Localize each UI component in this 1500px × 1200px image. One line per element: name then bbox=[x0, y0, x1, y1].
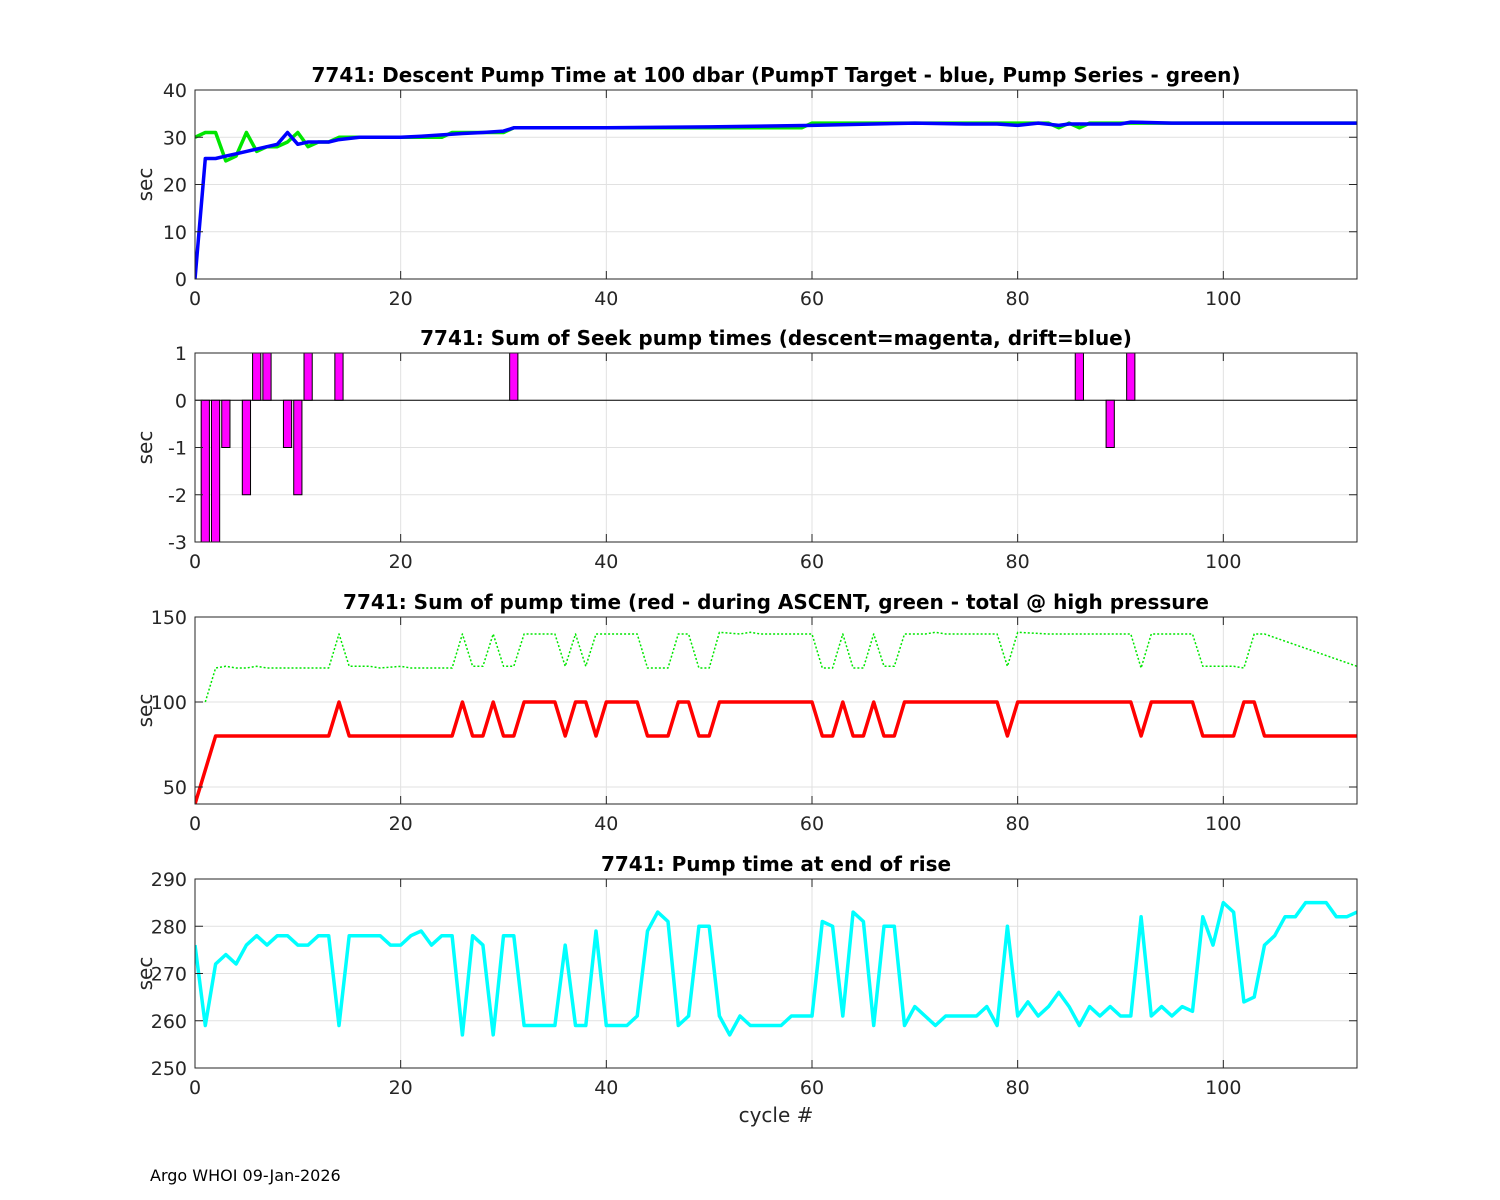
chart-3: 0 20 40 60 80 100 50 100 150 7741: Sum of pump ti… bbox=[133, 590, 1358, 835]
y-tick-label: 20 bbox=[163, 175, 187, 197]
x-tick-label: 60 bbox=[800, 288, 824, 310]
series-group bbox=[195, 631, 1357, 804]
series-line bbox=[195, 700, 1357, 804]
y-tick-label: 150 bbox=[151, 607, 187, 629]
bar bbox=[262, 353, 272, 401]
y-tick-label: 290 bbox=[151, 869, 187, 891]
x-tick-label: 80 bbox=[1006, 1077, 1030, 1099]
bar bbox=[252, 353, 262, 401]
series-group bbox=[195, 900, 1357, 1037]
chart-1: 0 20 40 60 80 100 0 10 20 30 40 7741: Descent Pump … bbox=[133, 63, 1358, 310]
y-tick-label: 270 bbox=[151, 964, 187, 986]
x-tick-label: 100 bbox=[1205, 288, 1241, 310]
axes-frame bbox=[194, 616, 1358, 805]
x-tick-label: 100 bbox=[1205, 551, 1241, 573]
x-tick-label: 20 bbox=[389, 813, 413, 835]
y-tick-label: 0 bbox=[175, 390, 187, 412]
series-group bbox=[195, 120, 1357, 279]
x-tick-label: 60 bbox=[800, 551, 824, 573]
y-tick-label: 30 bbox=[163, 127, 187, 149]
footer-label: Argo WHOI 09-Jan-2026 bbox=[150, 1166, 341, 1185]
bar bbox=[1074, 353, 1084, 401]
y-tick-label: -3 bbox=[168, 532, 187, 554]
y-tick-label: 280 bbox=[151, 916, 187, 938]
bar bbox=[210, 399, 221, 542]
y-tick-label: 1 bbox=[175, 343, 187, 365]
bar bbox=[509, 353, 519, 401]
x-tick-label: 80 bbox=[1006, 288, 1030, 310]
x-tick-label: 20 bbox=[389, 551, 413, 573]
series-line bbox=[195, 120, 1357, 279]
bar bbox=[282, 399, 293, 448]
bar bbox=[200, 399, 210, 542]
x-tick-label: 20 bbox=[389, 288, 413, 310]
x-axis-label: cycle # bbox=[739, 1103, 814, 1127]
series-line bbox=[195, 900, 1357, 1037]
bar bbox=[293, 399, 303, 496]
y-tick-label: 100 bbox=[151, 692, 187, 714]
series-group bbox=[195, 353, 1357, 542]
plot-area bbox=[195, 617, 1357, 804]
bar bbox=[1105, 399, 1115, 448]
y-tick-label: 40 bbox=[163, 80, 187, 102]
y-axis-label: sec bbox=[133, 694, 157, 728]
x-tick-label: 80 bbox=[1006, 551, 1030, 573]
x-tick-label: 0 bbox=[189, 813, 201, 835]
x-tick-label: 40 bbox=[594, 813, 618, 835]
chart-title: 7741: Sum of Seek pump times (descent=ma… bbox=[420, 326, 1132, 350]
x-tick-label: 60 bbox=[800, 1077, 824, 1099]
y-tick-label: -2 bbox=[168, 485, 187, 507]
x-tick-label: 0 bbox=[189, 551, 201, 573]
x-tick-label: 80 bbox=[1006, 813, 1030, 835]
y-tick-label: 50 bbox=[163, 777, 187, 799]
x-tick-label: 0 bbox=[189, 1077, 201, 1099]
bar bbox=[221, 399, 231, 448]
chart-title: 7741: Descent Pump Time at 100 dbar (Pum… bbox=[312, 63, 1241, 87]
y-tick-label: -1 bbox=[168, 438, 187, 460]
y-axis-label: sec bbox=[133, 957, 157, 991]
x-tick-label: 40 bbox=[594, 1077, 618, 1099]
chart-title: 7741: Pump time at end of rise bbox=[601, 852, 951, 876]
x-tick-label: 40 bbox=[594, 288, 618, 310]
chart-title: 7741: Sum of pump time (red - during ASC… bbox=[343, 590, 1209, 614]
x-tick-label: 60 bbox=[800, 813, 824, 835]
y-axis-label: sec bbox=[133, 168, 157, 202]
bar bbox=[241, 399, 252, 496]
series-line bbox=[204, 631, 1357, 703]
chart-4: 0 20 40 60 80 100 250 260 270 280 290 7741: Pump ti… bbox=[133, 852, 1358, 1127]
x-tick-label: 100 bbox=[1205, 1077, 1241, 1099]
bar bbox=[303, 353, 313, 401]
y-tick-label: 0 bbox=[175, 269, 187, 291]
x-tick-label: 0 bbox=[189, 288, 201, 310]
bar bbox=[334, 353, 344, 401]
bar bbox=[1126, 353, 1136, 401]
y-axis-label: sec bbox=[133, 431, 157, 465]
x-tick-label: 100 bbox=[1205, 813, 1241, 835]
x-tick-label: 20 bbox=[389, 1077, 413, 1099]
chart-2: 0 20 40 60 80 100 -3 -2 -1 0 1 7741: Sum of Seek pu… bbox=[133, 326, 1358, 573]
y-tick-label: 10 bbox=[163, 222, 187, 244]
y-tick-label: 260 bbox=[151, 1011, 187, 1033]
x-tick-label: 40 bbox=[594, 551, 618, 573]
y-tick-label: 250 bbox=[151, 1058, 187, 1080]
